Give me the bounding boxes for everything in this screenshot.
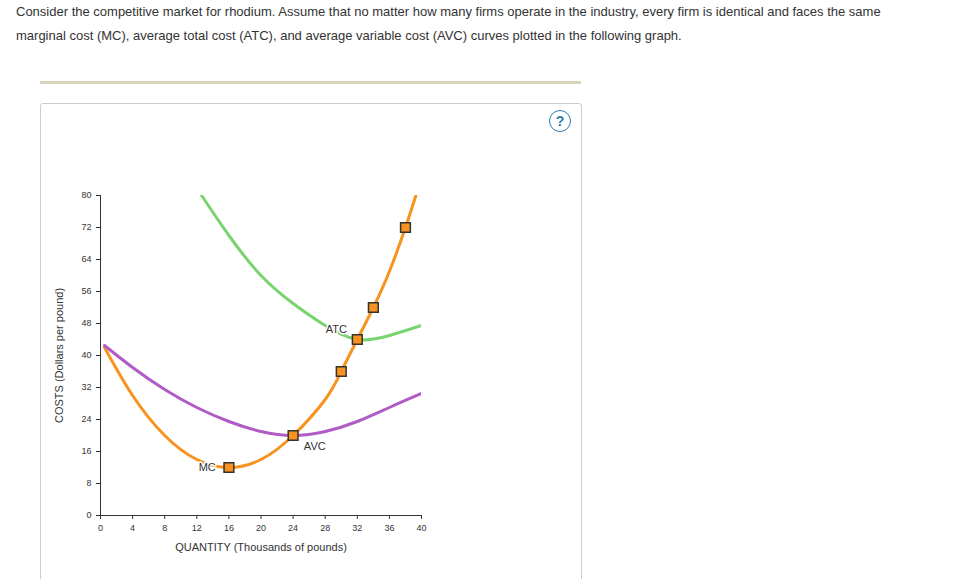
svg-text:MC: MC	[199, 461, 216, 473]
svg-text:20: 20	[256, 523, 266, 533]
svg-text:32: 32	[81, 382, 91, 392]
svg-text:QUANTITY (Thousands of pounds): QUANTITY (Thousands of pounds)	[175, 541, 347, 553]
svg-text:56: 56	[81, 286, 91, 296]
svg-text:4: 4	[130, 523, 135, 533]
svg-text:32: 32	[352, 523, 362, 533]
svg-text:40: 40	[416, 523, 426, 533]
svg-text:AVC: AVC	[304, 440, 326, 452]
svg-text:16: 16	[81, 446, 91, 456]
svg-text:8: 8	[162, 523, 167, 533]
html-text:Consider the competitive marke: Consider the competitive market for rhod…	[16, 4, 881, 43]
svg-text:36: 36	[384, 523, 394, 533]
svg-text:48: 48	[81, 318, 91, 328]
svg-text:12: 12	[192, 523, 202, 533]
svg-text:72: 72	[81, 222, 91, 232]
svg-text:28: 28	[320, 523, 330, 533]
svg-text:ATC: ATC	[326, 323, 347, 335]
svg-text:0: 0	[86, 510, 91, 520]
svg-text:0: 0	[98, 523, 103, 533]
svg-text:24: 24	[288, 523, 298, 533]
svg-text:24: 24	[81, 414, 91, 424]
svg-text:COSTS (Dollars per pound): COSTS (Dollars per pound)	[53, 288, 65, 423]
svg-text:8: 8	[86, 478, 91, 488]
svg-text:16: 16	[224, 523, 234, 533]
svg-text:64: 64	[81, 254, 91, 264]
svg-text:40: 40	[81, 350, 91, 360]
svg-text:80: 80	[81, 190, 91, 200]
